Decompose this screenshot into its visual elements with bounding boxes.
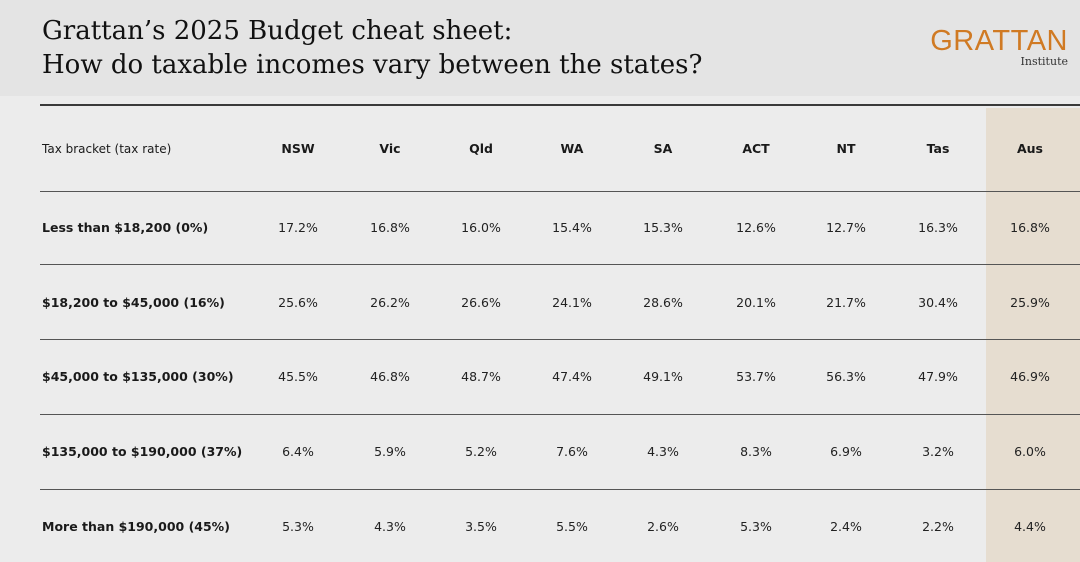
cell-qld: 16.0% [461,220,501,235]
cell-sa: 15.3% [643,220,683,235]
cell-tas: 47.9% [918,369,958,384]
cell-wa: 5.5% [556,519,588,534]
cell-aus: 4.4% [1014,519,1046,534]
row-divider [40,264,1080,265]
cell-vic: 46.8% [370,369,410,384]
cell-wa: 47.4% [552,369,592,384]
cell-aus: 16.8% [1010,220,1050,235]
row-divider [40,191,1080,192]
cell-nt: 6.9% [830,444,862,459]
cell-aus: 6.0% [1014,444,1046,459]
aus-column-highlight [986,108,1080,562]
cell-qld: 3.5% [465,519,497,534]
cell-tas: 3.2% [922,444,954,459]
cell-vic: 4.3% [374,519,406,534]
row-label: $45,000 to $135,000 (30%) [42,369,234,384]
tax-bracket-table [0,96,1080,562]
column-header-nt: NT [836,141,856,156]
cell-aus: 25.9% [1010,295,1050,310]
cell-vic: 5.9% [374,444,406,459]
cell-sa: 4.3% [647,444,679,459]
cell-sa: 49.1% [643,369,683,384]
table-row: $135,000 to $190,000 (37%) 6.4% 5.9% 5.2… [0,437,1080,467]
cell-tas: 30.4% [918,295,958,310]
cell-aus: 46.9% [1010,369,1050,384]
column-header-aus: Aus [1016,141,1043,156]
cell-wa: 15.4% [552,220,592,235]
column-header-qld: Qld [469,141,493,156]
header-banner: Grattan’s 2025 Budget cheat sheet: How d… [0,0,1080,96]
column-header-act: ACT [742,141,770,156]
page-title: Grattan’s 2025 Budget cheat sheet: How d… [42,14,702,82]
title-line-2: How do taxable incomes vary between the … [42,50,703,80]
logo-wordmark: GRATTAN [930,25,1068,57]
cell-nt: 12.7% [826,220,866,235]
table-row: $18,200 to $45,000 (16%) 25.6% 26.2% 26.… [0,288,1080,318]
cell-act: 20.1% [736,295,776,310]
cell-act: 5.3% [740,519,772,534]
cell-tas: 16.3% [918,220,958,235]
cell-vic: 26.2% [370,295,410,310]
column-header-tax-bracket: Tax bracket (tax rate) [42,142,172,156]
column-header-sa: SA [653,141,673,156]
row-label: More than $190,000 (45%) [42,519,230,534]
cell-nsw: 6.4% [282,444,314,459]
column-header-tas: Tas [926,141,950,156]
row-divider [40,489,1080,490]
cell-nsw: 17.2% [278,220,318,235]
table-row: More than $190,000 (45%) 5.3% 4.3% 3.5% … [0,512,1080,542]
table-row: Less than $18,200 (0%) 17.2% 16.8% 16.0%… [0,213,1080,243]
grattan-logo: GRATTAN Institute [930,26,1068,68]
cell-nsw: 25.6% [278,295,318,310]
cell-wa: 7.6% [556,444,588,459]
cell-act: 8.3% [740,444,772,459]
table-top-rule [40,104,1080,106]
title-line-1: Grattan’s 2025 Budget cheat sheet: [42,16,513,46]
cell-sa: 28.6% [643,295,683,310]
row-divider [40,414,1080,415]
cell-nt: 56.3% [826,369,866,384]
cell-nt: 2.4% [830,519,862,534]
column-header-vic: Vic [379,141,401,156]
cell-qld: 48.7% [461,369,501,384]
table-header-row: Tax bracket (tax rate) NSW Vic Qld WA SA… [0,134,1080,164]
cell-act: 53.7% [736,369,776,384]
logo-subtitle: Institute [1020,55,1068,68]
cell-sa: 2.6% [647,519,679,534]
cell-act: 12.6% [736,220,776,235]
cell-qld: 5.2% [465,444,497,459]
row-label: Less than $18,200 (0%) [42,220,209,235]
table-row: $45,000 to $135,000 (30%) 45.5% 46.8% 48… [0,362,1080,392]
row-label: $135,000 to $190,000 (37%) [42,444,243,459]
cell-qld: 26.6% [461,295,501,310]
column-header-nsw: NSW [281,141,315,156]
cell-vic: 16.8% [370,220,410,235]
row-divider [40,339,1080,340]
cell-nsw: 5.3% [282,519,314,534]
cell-nsw: 45.5% [278,369,318,384]
cell-tas: 2.2% [922,519,954,534]
column-header-wa: WA [560,141,584,156]
row-label: $18,200 to $45,000 (16%) [42,295,225,310]
cell-wa: 24.1% [552,295,592,310]
cell-nt: 21.7% [826,295,866,310]
